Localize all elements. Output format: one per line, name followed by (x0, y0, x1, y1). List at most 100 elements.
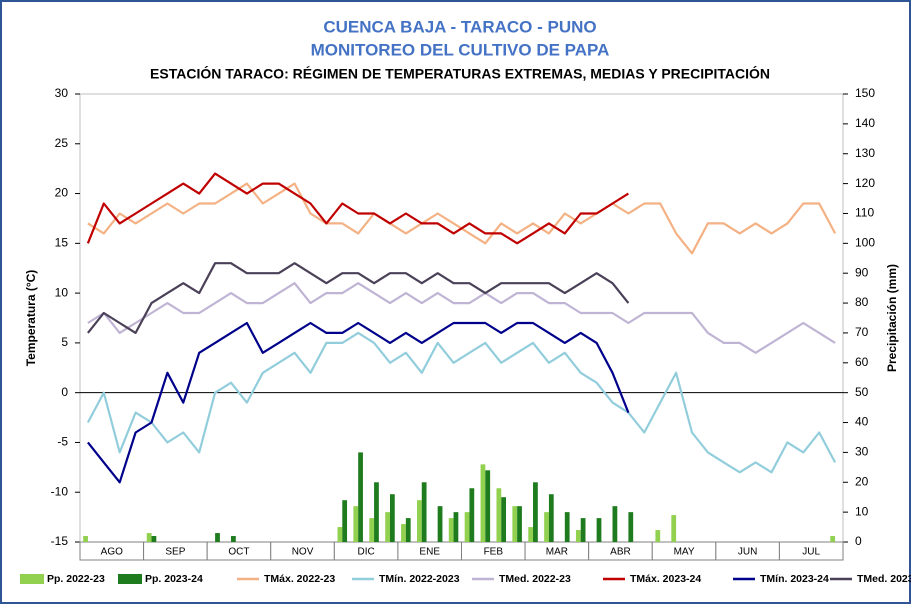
line (87, 321, 630, 484)
y2-tick-label: 50 (855, 385, 869, 399)
y2-axis-title: Precipitación (mm) (885, 264, 899, 372)
y2-tick-label: 30 (855, 445, 869, 459)
x-tick-label: SEP (165, 547, 185, 558)
bar (517, 506, 522, 542)
y-axis-title: Temperatura (°C) (24, 270, 38, 367)
bar (437, 506, 443, 542)
bar (405, 518, 411, 542)
y2-tick-label: 130 (855, 146, 875, 160)
y-tick-label: -10 (51, 484, 69, 498)
legend-label: TMáx. 2022-23 (264, 573, 335, 585)
line (86, 331, 837, 474)
y2-tick-label: 0 (855, 534, 862, 548)
bar (448, 518, 454, 542)
bar (512, 506, 518, 542)
legend-label: TMed. 2022-23 (499, 573, 571, 585)
bar (501, 497, 507, 542)
x-tick-label: NOV (292, 547, 314, 558)
y-tick-label: 5 (61, 335, 68, 349)
x-tick-label: OCT (228, 547, 249, 558)
x-tick-label: MAY (674, 547, 695, 558)
y-tick-label: 0 (61, 385, 68, 399)
bar (480, 464, 486, 542)
y-tick-label: 15 (55, 236, 69, 250)
x-tick-label: AGO (101, 547, 123, 558)
x-tick-label: MAR (546, 547, 568, 558)
bar (421, 482, 427, 542)
legend-swatch (118, 574, 142, 584)
x-tick-label: FEB (484, 547, 504, 558)
x-tick-label: DIC (358, 547, 375, 558)
bar (469, 488, 475, 542)
bar (496, 488, 502, 542)
bar (353, 506, 359, 542)
bar (628, 512, 634, 542)
bar (671, 515, 677, 542)
bar (548, 494, 554, 542)
bar (146, 533, 152, 542)
bar (151, 536, 157, 542)
y2-tick-label: 90 (855, 265, 869, 279)
bar (401, 524, 406, 542)
legend-swatch (20, 574, 44, 584)
x-tick-label: JUL (802, 547, 820, 558)
bar (389, 494, 395, 542)
line (87, 262, 630, 334)
bar (564, 512, 570, 542)
legend-label: Pp. 2022-23 (47, 573, 105, 585)
chart-subtitle: MONITOREO DEL CULTIVO DE PAPA (311, 40, 610, 59)
y-tick-label: 10 (55, 285, 69, 299)
bar (596, 518, 602, 542)
bar (385, 512, 390, 542)
bar (215, 533, 220, 542)
bar (612, 506, 618, 542)
legend-label: TMáx. 2023-24 (630, 573, 701, 585)
y2-tick-label: 150 (855, 86, 875, 100)
legend-label: TMed. 2023-24 (857, 573, 911, 585)
bar (485, 470, 491, 542)
bar (655, 530, 661, 542)
y-tick-label: 25 (55, 136, 69, 150)
y-tick-label: -5 (57, 435, 68, 449)
legend-label: TMín. 2022-2023 (379, 573, 460, 585)
chart-caption: ESTACIÓN TARACO: RÉGIMEN DE TEMPERATURAS… (150, 65, 770, 82)
bar (369, 518, 375, 542)
bar (533, 482, 538, 542)
bar (358, 452, 363, 542)
y-tick-label: -15 (51, 534, 69, 548)
bar (528, 527, 534, 542)
y2-tick-label: 70 (855, 325, 869, 339)
y-tick-label: 20 (55, 186, 69, 200)
y2-tick-label: 140 (855, 116, 875, 130)
bar (453, 512, 459, 542)
legend-label: Pp. 2023-24 (145, 573, 203, 585)
y2-tick-label: 100 (855, 236, 875, 250)
bar (416, 500, 422, 542)
bar (464, 512, 470, 542)
line (86, 172, 629, 245)
chart-title: CUENCA BAJA - TARACO - PUNO (323, 17, 596, 36)
x-tick-label: ABR (610, 547, 631, 558)
bar (544, 512, 549, 542)
x-tick-label: JUN (738, 547, 757, 558)
y2-tick-label: 80 (855, 295, 869, 309)
bar (337, 527, 343, 542)
bar (580, 518, 586, 542)
y2-tick-label: 60 (855, 355, 869, 369)
bar (231, 536, 236, 542)
month-box (778, 541, 844, 561)
bar (830, 536, 836, 542)
y2-tick-label: 120 (855, 176, 875, 190)
y2-tick-label: 20 (855, 474, 869, 488)
line (87, 282, 836, 354)
bar (342, 500, 348, 542)
bar (374, 482, 379, 542)
y2-tick-label: 40 (855, 415, 869, 429)
bar (575, 530, 581, 542)
y-tick-label: 30 (55, 86, 69, 100)
bar (83, 536, 88, 542)
x-tick-label: ENE (419, 547, 440, 558)
y2-tick-label: 110 (855, 206, 874, 220)
y2-tick-label: 10 (855, 504, 869, 518)
